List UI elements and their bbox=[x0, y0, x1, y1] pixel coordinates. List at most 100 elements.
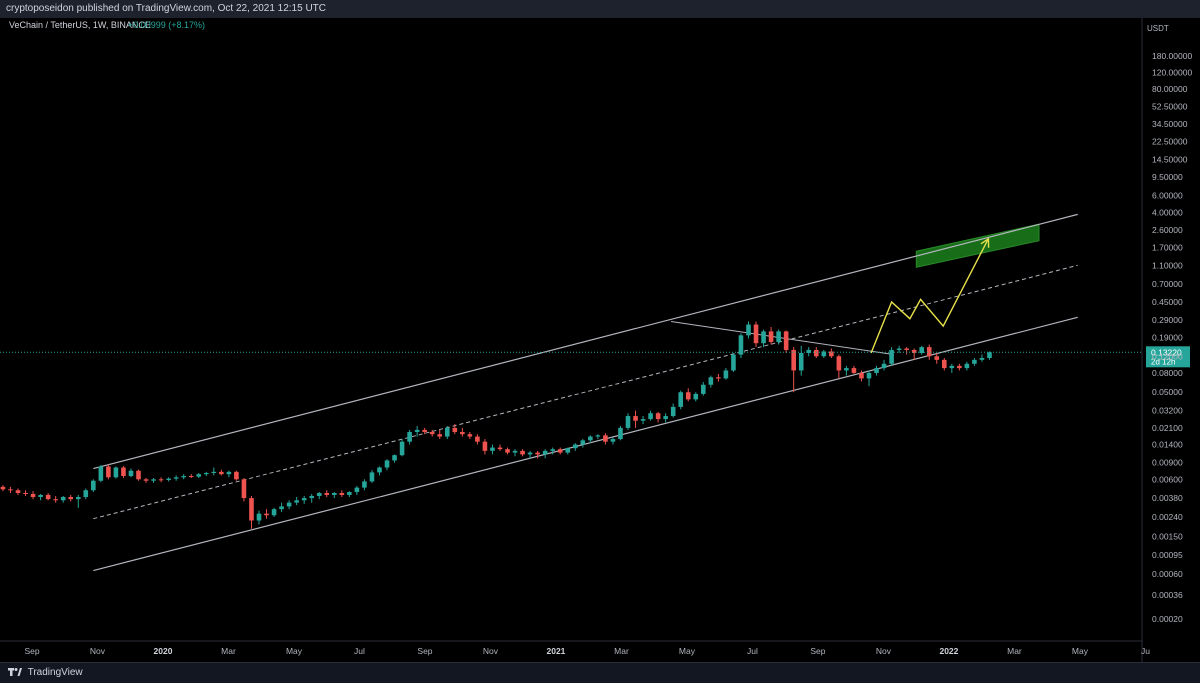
candle-body bbox=[934, 356, 940, 360]
candle-body bbox=[460, 431, 465, 435]
candle-body bbox=[128, 470, 134, 477]
candle-body bbox=[407, 431, 412, 442]
price-tick-label: 0.03200 bbox=[1152, 406, 1183, 416]
candle-body bbox=[926, 347, 932, 357]
candle-body bbox=[475, 436, 480, 442]
candle-body bbox=[490, 447, 495, 451]
candle-body bbox=[557, 449, 563, 453]
candle-body bbox=[45, 494, 51, 500]
candle-body bbox=[746, 324, 751, 336]
candle-body bbox=[520, 450, 525, 455]
candle-body bbox=[196, 474, 202, 477]
candle-body bbox=[844, 368, 849, 371]
candle-body bbox=[941, 359, 947, 369]
candle-body bbox=[618, 427, 623, 440]
candle-body bbox=[512, 450, 518, 453]
candle-body bbox=[806, 349, 812, 353]
price-tick-label: 4.00000 bbox=[1152, 207, 1183, 217]
candle-body bbox=[670, 406, 676, 417]
price-tick-label: 0.01400 bbox=[1152, 440, 1183, 450]
candle-body bbox=[414, 429, 420, 432]
candle-body bbox=[693, 393, 699, 400]
tradingview-logo-icon bbox=[8, 668, 22, 677]
candle-body bbox=[188, 476, 194, 478]
candle-body bbox=[648, 413, 653, 420]
candle-body bbox=[482, 441, 488, 451]
candle-body bbox=[813, 349, 819, 357]
candle-body bbox=[279, 506, 284, 510]
tradingview-brand[interactable]: TradingView bbox=[8, 667, 83, 678]
time-tick-label: May bbox=[286, 646, 303, 656]
price-tick-label: 180.00000 bbox=[1152, 51, 1192, 61]
price-tick-label: 14.50000 bbox=[1152, 154, 1188, 164]
projection-path bbox=[870, 238, 990, 354]
time-tick-label: Mar bbox=[614, 646, 629, 656]
time-axis[interactable]: Sep Nov 2020 Mar May Jul Sep Nov 2021 Mar May Jul Se… bbox=[24, 646, 1150, 656]
candle-body bbox=[75, 497, 81, 500]
price-axis[interactable]: 180.00000 120.00000 80.00000 52.50000 34.500… bbox=[1152, 51, 1192, 624]
price-tick-label: 0.29000 bbox=[1152, 315, 1183, 325]
lower-channel-line bbox=[93, 316, 1078, 572]
projection-layer bbox=[870, 237, 990, 354]
candle-body bbox=[633, 416, 638, 421]
chart-background bbox=[0, 18, 1200, 662]
candle-body bbox=[241, 479, 247, 499]
time-tick-label: Sep bbox=[810, 646, 825, 656]
candle-body bbox=[15, 490, 21, 493]
price-tick-label: 0.00900 bbox=[1152, 458, 1183, 468]
candle-body bbox=[219, 471, 224, 475]
price-tick-label: 0.00600 bbox=[1152, 474, 1183, 484]
price-unit-label: USDT bbox=[1147, 24, 1169, 33]
candle-body bbox=[919, 347, 925, 353]
candle-body bbox=[851, 368, 857, 373]
time-tick-label: Jul bbox=[747, 646, 758, 656]
candle-body bbox=[640, 419, 646, 421]
candle-body bbox=[685, 392, 691, 400]
candle-body bbox=[768, 331, 774, 342]
candle-body bbox=[399, 441, 405, 456]
candle-body bbox=[286, 502, 292, 507]
candle-body bbox=[121, 467, 126, 477]
channel-lines bbox=[93, 213, 1078, 572]
price-tick-label: 0.08000 bbox=[1152, 368, 1183, 378]
candle-body bbox=[603, 435, 608, 442]
price-tick-label: 80.00000 bbox=[1152, 84, 1188, 94]
candle-body bbox=[572, 444, 578, 449]
candle-body bbox=[527, 452, 533, 455]
candle-body bbox=[580, 440, 586, 445]
candle-body bbox=[565, 448, 571, 453]
time-tick-label: Jul bbox=[354, 646, 365, 656]
legend-symbol: VeChain / TetherUS, 1W, BINANCE bbox=[9, 20, 151, 30]
legend-change: +0.00999 (+8.17%) bbox=[128, 20, 205, 30]
candle-body bbox=[467, 434, 473, 437]
candle-body bbox=[866, 372, 872, 379]
current-price-badge bbox=[1146, 346, 1190, 368]
candle-body bbox=[249, 498, 254, 521]
time-tick-label: Sep bbox=[417, 646, 432, 656]
candle-body bbox=[38, 494, 43, 498]
price-tick-label: 0.45000 bbox=[1152, 297, 1183, 307]
current-price-countdown: 2d 12h bbox=[1151, 357, 1175, 366]
candle-body bbox=[821, 351, 827, 357]
candle-body bbox=[836, 356, 842, 371]
candle-body bbox=[347, 492, 352, 495]
time-tick-label: Mar bbox=[1007, 646, 1022, 656]
candle-body bbox=[136, 470, 141, 480]
publish-info: cryptoposeidon published on TradingView.… bbox=[6, 3, 327, 14]
candle-body bbox=[716, 377, 721, 379]
candle-body bbox=[859, 372, 864, 379]
top-bar: cryptoposeidon published on TradingView.… bbox=[0, 0, 1200, 19]
candle-body bbox=[663, 416, 668, 420]
candle-body bbox=[957, 365, 962, 369]
candle-body bbox=[309, 495, 315, 499]
candle-body bbox=[234, 471, 239, 480]
price-tick-label: 52.50000 bbox=[1152, 102, 1188, 112]
candle-body bbox=[354, 487, 360, 493]
candle-body bbox=[316, 492, 322, 496]
candle-body bbox=[829, 351, 834, 357]
candle-body bbox=[271, 509, 277, 516]
candle-body bbox=[143, 479, 149, 481]
candle-body bbox=[708, 377, 714, 385]
price-tick-label: 0.70000 bbox=[1152, 279, 1183, 289]
